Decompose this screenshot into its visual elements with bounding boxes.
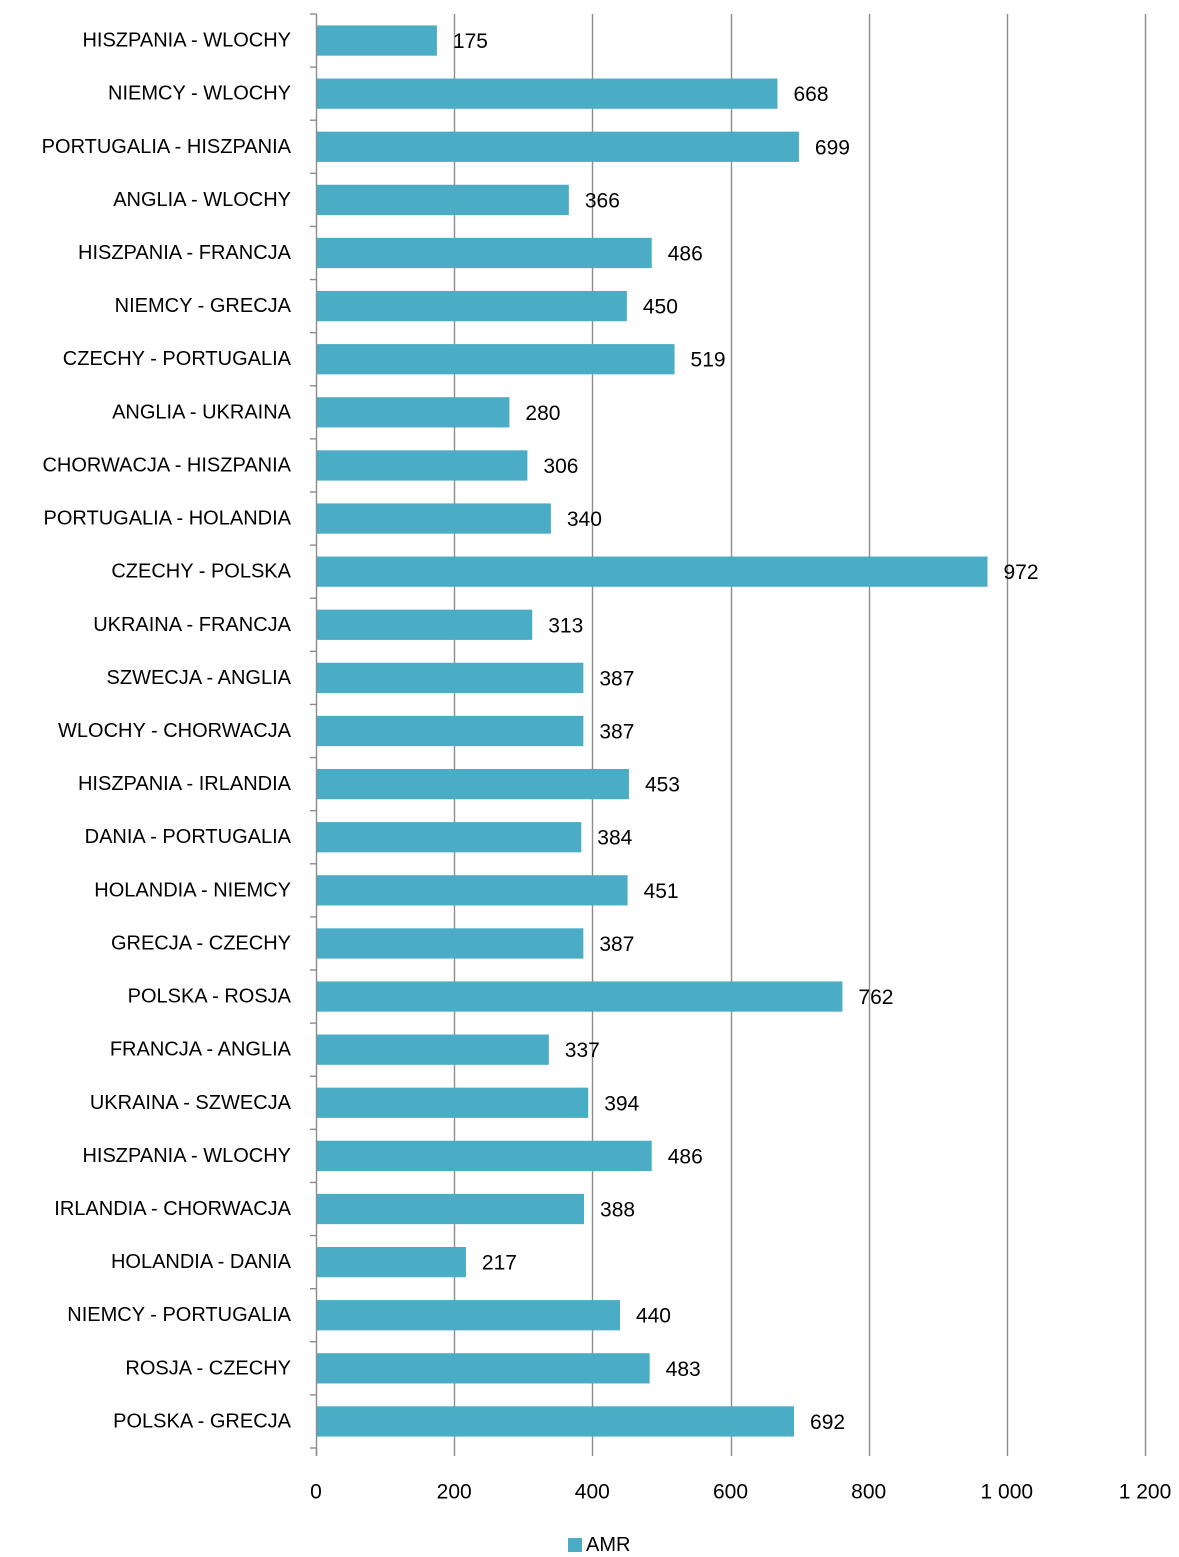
category-label: CZECHY - POLSKA xyxy=(111,561,291,583)
bar xyxy=(316,184,569,216)
bar xyxy=(316,875,628,906)
data-label: 972 xyxy=(1003,561,1038,584)
x-tick-label: 1 000 xyxy=(981,1481,1034,1504)
category-label: GRECJA - CZECHY xyxy=(111,932,291,954)
data-label: 692 xyxy=(810,1411,845,1434)
bar xyxy=(316,981,843,1012)
category-label: POLSKA - GRECJA xyxy=(113,1410,291,1432)
category-label: PORTUGALIA - HOLANDIA xyxy=(44,508,292,530)
legend-swatch xyxy=(568,1538,582,1552)
data-label: 486 xyxy=(668,243,703,266)
data-label: 394 xyxy=(604,1092,639,1115)
data-label: 387 xyxy=(599,933,634,956)
bar xyxy=(316,928,584,959)
data-label: 384 xyxy=(597,827,632,850)
data-label: 387 xyxy=(599,667,634,690)
category-labels: HISZPANIA - WLOCHY NIEMCY - WLOCHY PORTUGA… xyxy=(42,30,292,1433)
bar xyxy=(316,344,675,375)
category-label: UKRAINA - FRANCJA xyxy=(93,614,291,636)
bar xyxy=(316,237,652,269)
data-labels: 175 668 699 366 486 450 519 280 306 340 972 313 387 3… xyxy=(453,30,1039,1434)
bar xyxy=(316,556,988,587)
category-label: FRANCJA - ANGLIA xyxy=(110,1039,292,1061)
category-label: HISZPANIA - WLOCHY xyxy=(82,1145,291,1167)
data-label: 387 xyxy=(599,721,634,744)
bar xyxy=(316,1193,585,1225)
category-label: HISZPANIA - IRLANDIA xyxy=(78,773,292,795)
category-label: HOLANDIA - NIEMCY xyxy=(94,879,291,901)
data-label: 699 xyxy=(815,136,850,159)
x-tick-label: 400 xyxy=(575,1481,610,1504)
category-label: POLSKA - ROSJA xyxy=(128,986,292,1008)
x-tick-label: 1 200 xyxy=(1119,1481,1172,1504)
data-label: 668 xyxy=(793,83,828,106)
data-label: 366 xyxy=(585,189,620,212)
bar xyxy=(316,715,584,747)
data-label: 453 xyxy=(645,774,680,797)
category-label: CZECHY - PORTUGALIA xyxy=(63,348,292,370)
data-label: 440 xyxy=(636,1305,671,1328)
data-label: 450 xyxy=(643,296,678,319)
data-label: 313 xyxy=(548,614,583,637)
bar xyxy=(316,609,533,640)
data-label: 762 xyxy=(858,986,893,1009)
data-label: 217 xyxy=(482,1252,517,1275)
bar xyxy=(316,1034,549,1065)
x-tick-label: 0 xyxy=(310,1481,322,1504)
bar xyxy=(316,503,551,534)
category-label: CHORWACJA - HISZPANIA xyxy=(42,454,291,476)
data-label: 451 xyxy=(644,880,679,903)
category-label: DANIA - PORTUGALIA xyxy=(85,826,292,848)
bar xyxy=(316,662,584,694)
category-label: HOLANDIA - DANIA xyxy=(111,1251,292,1273)
category-label: UKRAINA - SZWECJA xyxy=(90,1092,292,1114)
category-label: HISZPANIA - FRANCJA xyxy=(78,242,292,264)
data-label: 486 xyxy=(668,1145,703,1168)
x-tick-label: 600 xyxy=(713,1481,748,1504)
category-label: ANGLIA - WLOCHY xyxy=(113,189,291,211)
category-label: ROSJA - CZECHY xyxy=(125,1357,291,1379)
data-label: 280 xyxy=(525,402,560,425)
data-label: 519 xyxy=(691,349,726,372)
legend-label: AMR xyxy=(586,1534,630,1556)
data-label: 306 xyxy=(543,455,578,478)
legend: AMR xyxy=(568,1534,630,1556)
bar xyxy=(316,1353,650,1384)
x-tick-label: 200 xyxy=(437,1481,472,1504)
bar xyxy=(316,1087,589,1118)
data-label: 388 xyxy=(600,1199,635,1222)
bar xyxy=(316,290,627,322)
bar xyxy=(316,25,437,56)
bar xyxy=(316,131,799,162)
data-label: 483 xyxy=(666,1358,701,1381)
category-label: WLOCHY - CHORWACJA xyxy=(58,720,292,742)
bars xyxy=(316,25,988,1437)
bar xyxy=(316,450,528,481)
category-label: ANGLIA - UKRAINA xyxy=(112,401,292,423)
bar xyxy=(316,768,629,800)
axes xyxy=(310,13,1147,1456)
category-label: HISZPANIA - WLOCHY xyxy=(82,30,291,52)
data-label: 175 xyxy=(453,30,488,53)
x-tick-labels: 0 200 400 600 800 1 000 1 200 xyxy=(310,1481,1171,1504)
bar xyxy=(316,1300,620,1331)
bar xyxy=(316,1140,652,1172)
category-label: NIEMCY - GRECJA xyxy=(115,295,292,317)
category-label: PORTUGALIA - HISZPANIA xyxy=(42,136,292,158)
bar xyxy=(316,397,510,428)
category-label: IRLANDIA - CHORWACJA xyxy=(54,1198,291,1220)
category-label: NIEMCY - WLOCHY xyxy=(108,83,291,105)
category-label: NIEMCY - PORTUGALIA xyxy=(67,1304,291,1326)
x-tick-label: 800 xyxy=(851,1481,886,1504)
data-label: 340 xyxy=(567,508,602,531)
bar xyxy=(316,1406,795,1437)
category-label: SZWECJA - ANGLIA xyxy=(107,667,292,689)
bar xyxy=(316,1246,466,1278)
bar xyxy=(316,822,582,853)
data-label: 337 xyxy=(565,1039,600,1062)
bar xyxy=(316,78,778,109)
